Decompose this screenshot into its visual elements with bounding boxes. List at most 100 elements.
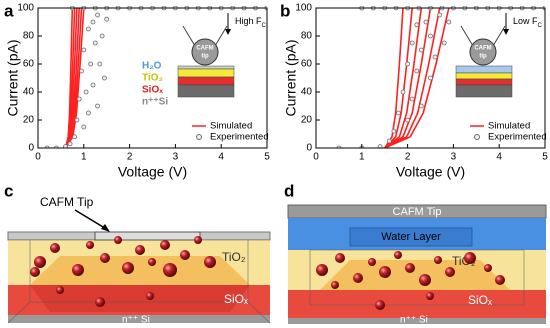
data-point bbox=[95, 12, 100, 18]
stack-layer bbox=[455, 72, 513, 80]
y-axis-title: Current (pA) bbox=[283, 39, 299, 116]
y-tick-label: 20 bbox=[301, 115, 313, 126]
stack-layer bbox=[177, 68, 235, 78]
ion-sphere bbox=[495, 275, 505, 285]
tip-label: CAFM Tip bbox=[40, 195, 94, 209]
data-point bbox=[99, 33, 105, 39]
x-tick-label: 3 bbox=[451, 152, 457, 163]
data-point bbox=[92, 40, 98, 46]
ion-sphere bbox=[72, 264, 84, 276]
stack-layer bbox=[177, 65, 235, 70]
filament-region bbox=[320, 260, 510, 290]
data-point bbox=[423, 19, 429, 25]
ion-sphere bbox=[419, 274, 431, 286]
data-point bbox=[418, 103, 424, 109]
y-tick-label: 0 bbox=[28, 143, 34, 154]
ion-sphere bbox=[331, 281, 339, 289]
ion-sphere bbox=[86, 241, 94, 249]
data-point bbox=[437, 12, 443, 18]
data-point bbox=[409, 96, 415, 102]
force-arrow-head bbox=[503, 29, 509, 35]
y-tick-label: 80 bbox=[23, 31, 35, 42]
layer-label: SiOₓ bbox=[142, 85, 163, 96]
ion-sphere bbox=[379, 266, 391, 278]
ion-sphere bbox=[194, 236, 202, 244]
ion-sphere bbox=[368, 258, 376, 266]
tip-label: CAFM Tip bbox=[393, 206, 442, 218]
tip-holder bbox=[460, 25, 506, 47]
panel-label: c bbox=[4, 181, 13, 200]
axes-frame bbox=[315, 7, 546, 149]
ion-sphere bbox=[484, 264, 492, 272]
panel-label: b bbox=[280, 1, 290, 20]
ion-sphere bbox=[445, 267, 455, 277]
tip-label: tip bbox=[479, 54, 487, 60]
ion-sphere bbox=[135, 245, 145, 255]
stack-layer bbox=[177, 76, 235, 86]
data-point bbox=[67, 141, 73, 147]
ion-sphere bbox=[394, 251, 402, 259]
diagram-d: CAFM Tip Water Layer TiO₂ SiOₓ n⁺⁺ Si bbox=[287, 204, 547, 326]
data-point bbox=[81, 124, 87, 130]
tip-holder bbox=[182, 25, 228, 47]
data-point bbox=[391, 128, 397, 134]
force-label: Low FC bbox=[513, 16, 543, 28]
y-tick-label: 20 bbox=[23, 115, 35, 126]
y-tick-label: 0 bbox=[306, 143, 312, 154]
data-point bbox=[85, 26, 91, 32]
data-point bbox=[76, 96, 82, 102]
x-tick-label: 0 bbox=[313, 152, 319, 163]
simulated-line bbox=[64, 7, 85, 148]
data-point bbox=[79, 68, 84, 74]
layer-label: n⁺⁺ Si bbox=[400, 315, 428, 326]
box-edge bbox=[7, 239, 271, 324]
filament-region bbox=[30, 256, 250, 285]
cafm-tip bbox=[469, 38, 497, 66]
ion-sphere bbox=[95, 297, 105, 307]
ion-sphere bbox=[204, 256, 216, 268]
y-tick-label: 100 bbox=[17, 3, 34, 14]
x-tick-label: 5 bbox=[542, 152, 548, 163]
data-point bbox=[428, 33, 433, 39]
x-tick-label: 1 bbox=[81, 152, 87, 163]
data-point bbox=[88, 61, 94, 67]
panel-label: d bbox=[284, 181, 294, 200]
cafm-tip bbox=[94, 231, 201, 241]
tip-label: tip bbox=[201, 54, 209, 60]
ion-sphere bbox=[434, 256, 442, 264]
ion-sphere bbox=[146, 292, 154, 300]
data-point bbox=[386, 138, 392, 144]
data-point bbox=[409, 40, 415, 46]
layer-label: SiOₓ bbox=[468, 293, 492, 307]
data-point bbox=[63, 144, 68, 148]
ion-sphere bbox=[100, 253, 110, 263]
axes-frame bbox=[37, 7, 268, 149]
legend-label: Experimented bbox=[210, 132, 269, 143]
siox-layer bbox=[288, 290, 546, 318]
arrow bbox=[74, 209, 109, 231]
layer-label: n⁺⁺ Si bbox=[122, 315, 150, 326]
force-text: High F bbox=[235, 16, 262, 26]
ion-sphere bbox=[426, 292, 434, 300]
arrow-head bbox=[101, 224, 110, 232]
force-subscript: C bbox=[262, 23, 267, 29]
data-point bbox=[102, 75, 107, 81]
panel-label: a bbox=[4, 1, 14, 20]
x-tick-label: 3 bbox=[173, 152, 179, 163]
data-point bbox=[432, 54, 438, 60]
legend-marker bbox=[474, 134, 480, 140]
x-tick-label: 2 bbox=[405, 152, 411, 163]
diagram-c: CAFM Tip TiO₂ SiOₓ n⁺⁺ Si bbox=[7, 195, 271, 326]
data-point bbox=[95, 103, 100, 109]
stack-layer bbox=[177, 84, 235, 98]
substrate-layer bbox=[8, 315, 270, 323]
layer-label: SiOₓ bbox=[224, 292, 248, 306]
data-point bbox=[97, 61, 103, 67]
box-edge bbox=[309, 249, 525, 306]
y-tick-label: 40 bbox=[301, 87, 313, 98]
tip-label: CAFM bbox=[474, 46, 491, 52]
ion-sphere bbox=[353, 273, 363, 283]
data-point bbox=[414, 68, 420, 74]
x-tick-label: 4 bbox=[496, 152, 502, 163]
